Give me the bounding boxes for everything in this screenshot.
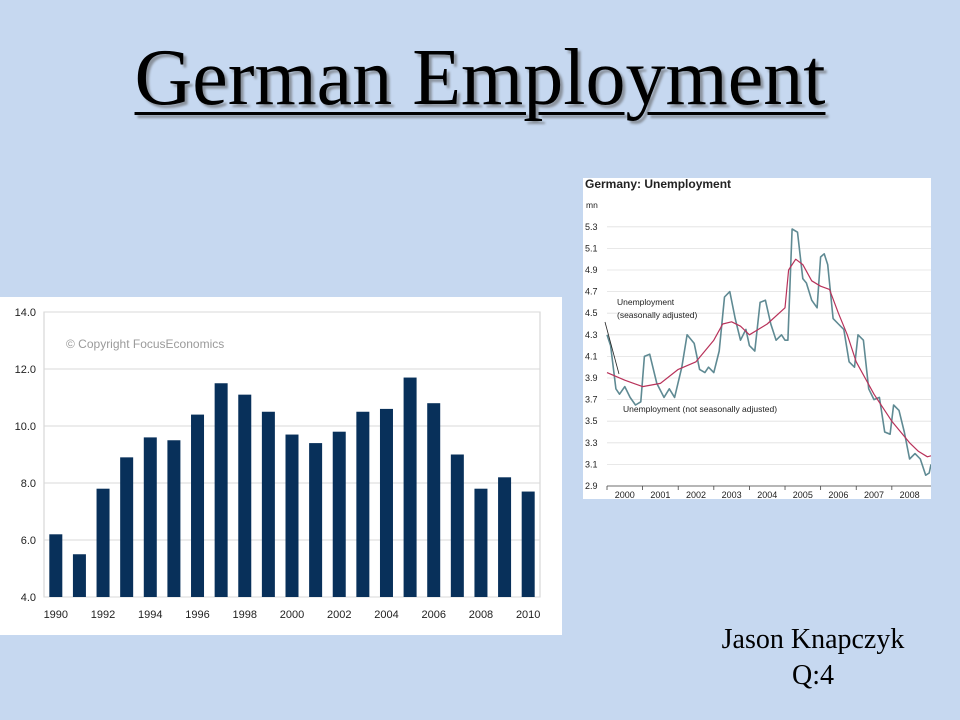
line-x-tick-label: 2006 [828, 490, 848, 499]
bar-y-tick-label: 12.0 [15, 364, 36, 376]
bar-y-tick-label: 8.0 [21, 478, 36, 490]
bar-x-tick-label: 2010 [516, 609, 540, 621]
line-chart-grid [606, 226, 931, 490]
bar-chart-bars [49, 377, 535, 597]
annotation-seasonally-adjusted-line1: Unemployment [617, 297, 675, 307]
bar-chart-x-ticks: 1990 1992 1994 1996 1998 2000 2002 2004 2006 2008… [44, 609, 541, 621]
bar-1993 [120, 457, 134, 597]
line-y-tick-label: 2.9 [585, 481, 598, 491]
series-seasonally-adjusted [606, 258, 931, 458]
bar-1999 [261, 411, 275, 597]
line-y-tick-label: 3.9 [585, 373, 598, 383]
line-y-tick-label: 3.7 [585, 395, 598, 405]
line-chart-x-ticks: 2000 2001 2002 2003 2004 2005 2006 2007 2008 [615, 490, 920, 499]
line-x-tick-label: 2007 [864, 490, 884, 499]
line-x-tick-label: 2005 [793, 490, 813, 499]
bar-2006 [427, 403, 441, 597]
line-y-tick-label: 4.9 [585, 265, 598, 275]
author-block: Jason Knapczyk Q:4 [690, 622, 936, 694]
line-chart-y-ticks: 2.9 3.1 3.3 3.5 3.7 3.9 4.1 4.3 4.5 4.7 4.9 5.1 5.3 [585, 222, 598, 491]
bar-x-tick-label: 2004 [374, 609, 398, 621]
line-y-tick-label: 4.7 [585, 287, 598, 297]
line-y-tick-label: 5.3 [585, 222, 598, 232]
bar-x-tick-label: 1990 [44, 609, 68, 621]
unemployment-line-chart: Germany: Unemployment mn 2.9 3.1 3.3 3.5 3.7… [583, 178, 931, 499]
bar-x-tick-label: 2000 [280, 609, 304, 621]
annotation-seasonally-adjusted-line2: (seasonally adjusted) [617, 310, 697, 320]
bar-1994 [143, 437, 157, 597]
bar-1990 [49, 534, 63, 597]
line-y-tick-label: 3.1 [585, 459, 598, 469]
line-x-tick-label: 2002 [686, 490, 706, 499]
line-x-tick-label: 2000 [615, 490, 635, 499]
copyright-watermark: © Copyright FocusEconomics [66, 337, 224, 351]
bar-2001 [309, 443, 323, 597]
bar-2004 [379, 408, 393, 597]
bar-2000 [285, 434, 299, 597]
line-y-tick-label: 4.1 [585, 351, 598, 361]
line-x-tick-label: 2008 [900, 490, 920, 499]
line-y-tick-label: 5.1 [585, 243, 598, 253]
line-y-tick-label: 4.3 [585, 330, 598, 340]
employment-bar-chart-svg: 4.06.08.010.012.014.0 1990 1992 1994 1996 19… [15, 307, 541, 621]
bar-chart-y-ticks: 4.0 6.0 8.0 10.0 12.0 14.0 [15, 307, 36, 604]
bar-2010 [521, 491, 535, 597]
bar-y-tick-label: 6.0 [21, 535, 36, 547]
bar-2002 [332, 431, 346, 597]
annotation-not-seasonally-adjusted: Unemployment (not seasonally adjusted) [623, 404, 777, 414]
bar-1997 [214, 383, 228, 597]
bar-x-tick-label: 2008 [469, 609, 493, 621]
line-x-tick-label: 2001 [650, 490, 670, 499]
bar-x-tick-label: 1996 [185, 609, 209, 621]
bar-2003 [356, 411, 370, 597]
bar-1998 [238, 394, 252, 597]
employment-bar-chart: 4.0 6.0 8.0 10.0 12.0 14.0 1990 1992 1994 1996 19… [0, 297, 562, 635]
bar-x-tick-label: 1998 [233, 609, 257, 621]
bar-y-tick-label: 14.0 [15, 307, 36, 319]
line-y-tick-label: 4.5 [585, 308, 598, 318]
bar-1995 [167, 440, 181, 597]
series-not-seasonally-adjusted [606, 228, 931, 477]
bar-2009 [498, 477, 512, 597]
slide-title: German Employment [134, 34, 826, 122]
line-chart-series [606, 228, 931, 477]
annotation-pointer [604, 321, 620, 375]
bar-x-tick-label: 2006 [421, 609, 445, 621]
bar-x-tick-label: 2002 [327, 609, 351, 621]
line-y-tick-label: 3.3 [585, 438, 598, 448]
bar-2005 [403, 377, 417, 597]
line-x-tick-label: 2004 [757, 490, 777, 499]
line-y-tick-label: 3.5 [585, 416, 598, 426]
bar-y-tick-label: 10.0 [15, 421, 36, 433]
bar-1992 [96, 488, 110, 597]
bar-1991 [72, 554, 86, 597]
question-label: Q:4 [792, 660, 834, 691]
line-chart-title: Germany: Unemployment [585, 178, 731, 191]
bar-x-tick-label: 1992 [91, 609, 115, 621]
bar-1996 [191, 414, 205, 597]
bar-x-tick-label: 1994 [138, 609, 162, 621]
bar-2008 [474, 488, 488, 597]
line-chart-unit: mn [586, 200, 598, 210]
author-name: Jason Knapczyk [721, 624, 905, 655]
unemployment-line-chart-svg: Germany: Unemployment mn 2.9 3.1 3.3 3.5 3.7… [585, 178, 931, 499]
line-x-tick-label: 2003 [722, 490, 742, 499]
bar-y-tick-label: 4.0 [21, 592, 36, 604]
bar-2007 [450, 454, 464, 597]
